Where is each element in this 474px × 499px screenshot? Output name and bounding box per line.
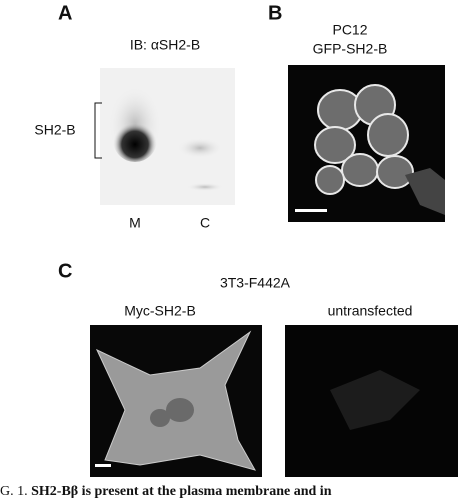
cell-line: 3T3-F442A [220, 275, 291, 291]
lane-label: M [129, 215, 141, 231]
cell [330, 370, 420, 430]
panel-label: C [58, 260, 72, 282]
cell [405, 168, 445, 215]
panel-label: A [58, 2, 72, 24]
band [187, 183, 223, 191]
panel-label: B [268, 2, 282, 24]
cells [314, 84, 414, 195]
scale-bar [95, 464, 111, 467]
band [178, 138, 222, 158]
band [113, 118, 157, 162]
caption: G. 1. SH2-Bβ is present at the plasma me… [0, 484, 332, 499]
construct: GFP-SH2-B [313, 41, 388, 57]
scale-bar [295, 209, 327, 212]
lane-label: C [200, 215, 210, 231]
condition: Myc-SH2-B [124, 303, 196, 319]
nucleus [166, 398, 194, 422]
caption-text: SH2-Bβ is present at the plasma membrane… [31, 484, 332, 499]
nucleus [150, 409, 170, 427]
condition: untransfected [328, 303, 413, 319]
antibody-label: IB: αSH2-B [130, 37, 200, 53]
cell-line: PC12 [332, 22, 367, 38]
bracket [94, 102, 102, 159]
caption-prefix: G. 1. [0, 484, 28, 499]
band-label: SH2-B [34, 122, 75, 138]
